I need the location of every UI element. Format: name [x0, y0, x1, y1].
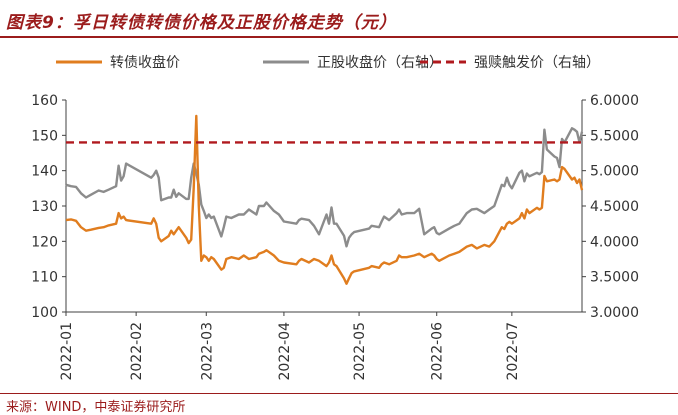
source-rule	[0, 393, 678, 394]
x-tick-label: 2022-03	[199, 322, 215, 381]
x-tick-label: 2022-06	[430, 322, 446, 381]
y-left-tick-label: 110	[31, 270, 58, 286]
chart-canvas: 100 110 120 130 140 150 160 3.0000 3.5000 4.0000 4…	[31, 54, 639, 381]
y-left-tick-label: 140	[31, 164, 58, 180]
y-left-tick-label: 120	[31, 234, 58, 250]
series-line-bond	[65, 114, 584, 285]
y-right-tick-label: 5.5000	[590, 128, 639, 144]
x-tick-label: 2022-05	[352, 322, 368, 381]
x-tick-label: 2022-02	[129, 322, 145, 381]
y-left-tick-label: 150	[31, 128, 58, 144]
series-line-stock	[65, 127, 584, 248]
y-right-tick-label: 3.0000	[590, 305, 639, 321]
y-left-tick-label: 100	[31, 305, 58, 321]
y-right-tick-label: 3.5000	[590, 270, 639, 286]
y-left-tick-label: 160	[31, 93, 58, 109]
y-right-tick-label: 4.5000	[590, 199, 639, 215]
x-tick-label: 2022-01	[59, 322, 75, 381]
source-note: 来源：WIND，中泰证券研究所	[6, 400, 186, 415]
y-right-tick-label: 4.0000	[590, 234, 639, 250]
legend-bond-label: 转债收盘价	[110, 54, 180, 71]
chart-title: 图表9：孚日转债转债价格及正股价格走势（元）	[6, 13, 397, 33]
title-bar: 图表9：孚日转债转债价格及正股价格走势（元）	[0, 0, 678, 38]
legend-trigger-label: 强赎触发价（右轴）	[474, 54, 600, 71]
y-right-tick-label: 6.0000	[590, 93, 639, 109]
x-tick-label: 2022-04	[277, 322, 293, 381]
legend-stock-label: 正股收盘价（右轴）	[317, 54, 443, 71]
title-rule	[0, 36, 678, 38]
y-right-tick-label: 5.0000	[590, 164, 639, 180]
x-tick-label: 2022-07	[505, 322, 521, 381]
y-left-tick-label: 130	[31, 199, 58, 215]
